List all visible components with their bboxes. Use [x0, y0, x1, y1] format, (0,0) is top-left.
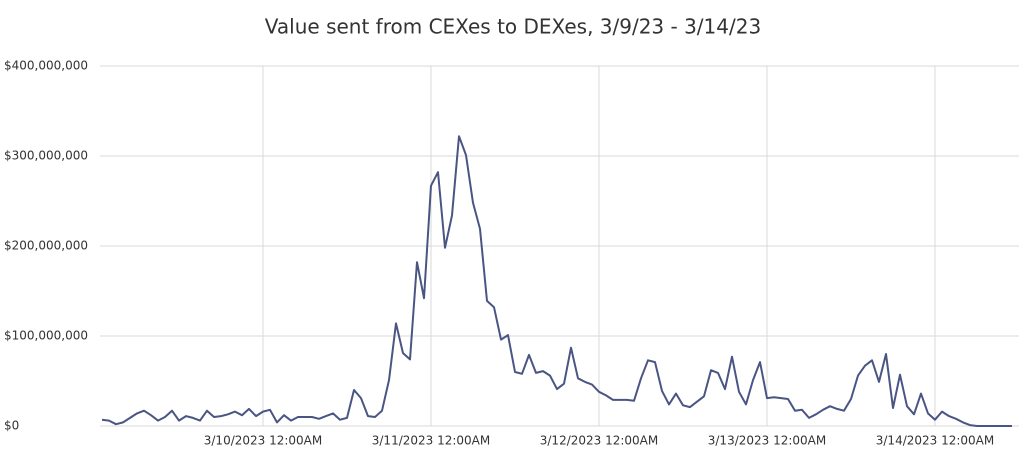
- y-tick-label: $100,000,000: [4, 329, 88, 343]
- y-tick-label: $300,000,000: [4, 149, 88, 163]
- chart-title: Value sent from CEXes to DEXes, 3/9/23 -…: [265, 15, 761, 39]
- y-tick-label: $400,000,000: [4, 59, 88, 73]
- line-series: [101, 135, 1012, 427]
- x-tick-label: 3/10/2023 12:00AM: [204, 434, 323, 448]
- x-tick-label: 3/12/2023 12:00AM: [540, 434, 659, 448]
- x-tick-label: 3/13/2023 12:00AM: [708, 434, 827, 448]
- x-tick-label: 3/14/2023 12:00AM: [876, 434, 995, 448]
- y-tick-label: $0: [4, 419, 19, 433]
- y-tick-label: $200,000,000: [4, 239, 88, 253]
- x-tick-label: 3/11/2023 12:00AM: [372, 434, 491, 448]
